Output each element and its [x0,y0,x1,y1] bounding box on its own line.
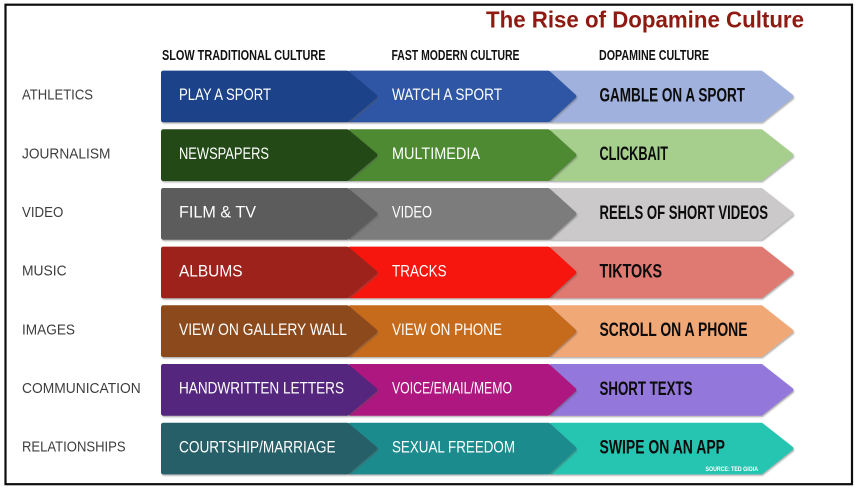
svg-text:VIDEO: VIDEO [22,204,63,221]
svg-text:COURTSHIP/MARRIAGE: COURTSHIP/MARRIAGE [179,437,336,456]
svg-text:SLOW TRADITIONAL CULTURE: SLOW TRADITIONAL CULTURE [162,48,326,64]
svg-text:SHORT TEXTS: SHORT TEXTS [600,378,693,400]
svg-text:MUSIC: MUSIC [22,263,67,280]
svg-text:SEXUAL FREEDOM: SEXUAL FREEDOM [392,437,515,456]
svg-text:FAST MODERN CULTURE: FAST MODERN CULTURE [392,48,520,64]
svg-text:COMMUNICATION: COMMUNICATION [22,380,141,397]
svg-text:JOURNALISM: JOURNALISM [22,145,110,162]
svg-text:VIEW ON PHONE: VIEW ON PHONE [392,320,502,339]
svg-text:VOICE/EMAIL/MEMO: VOICE/EMAIL/MEMO [392,379,512,398]
svg-text:MULTIMEDIA: MULTIMEDIA [392,144,481,163]
svg-text:RELATIONSHIPS: RELATIONSHIPS [22,439,126,456]
svg-text:VIDEO: VIDEO [392,203,432,222]
svg-text:FILM & TV: FILM & TV [179,203,257,222]
svg-text:ALBUMS: ALBUMS [179,261,243,280]
svg-text:REELS OF SHORT VIDEOS: REELS OF SHORT VIDEOS [600,202,769,224]
svg-text:The Rise of Dopamine Culture: The Rise of Dopamine Culture [486,7,804,33]
svg-text:CLICKBAIT: CLICKBAIT [600,143,669,165]
svg-text:TIKTOKS: TIKTOKS [600,260,663,282]
svg-text:VIEW ON GALLERY WALL: VIEW ON GALLERY WALL [179,320,347,339]
svg-text:GAMBLE ON A SPORT: GAMBLE ON A SPORT [600,84,746,106]
svg-text:SWIPE ON AN APP: SWIPE ON AN APP [600,437,726,459]
svg-text:SCROLL ON A PHONE: SCROLL ON A PHONE [600,319,748,341]
svg-text:SOURCE: TED GIOIA: SOURCE: TED GIOIA [706,466,759,473]
svg-text:NEWSPAPERS: NEWSPAPERS [179,144,269,163]
svg-text:IMAGES: IMAGES [22,321,75,338]
svg-text:DOPAMINE CULTURE: DOPAMINE CULTURE [599,48,709,64]
svg-text:PLAY A SPORT: PLAY A SPORT [179,85,271,104]
svg-text:HANDWRITTEN LETTERS: HANDWRITTEN LETTERS [179,379,344,398]
svg-text:WATCH A SPORT: WATCH A SPORT [392,85,502,104]
svg-text:TRACKS: TRACKS [392,261,447,280]
svg-text:ATHLETICS: ATHLETICS [22,87,93,104]
